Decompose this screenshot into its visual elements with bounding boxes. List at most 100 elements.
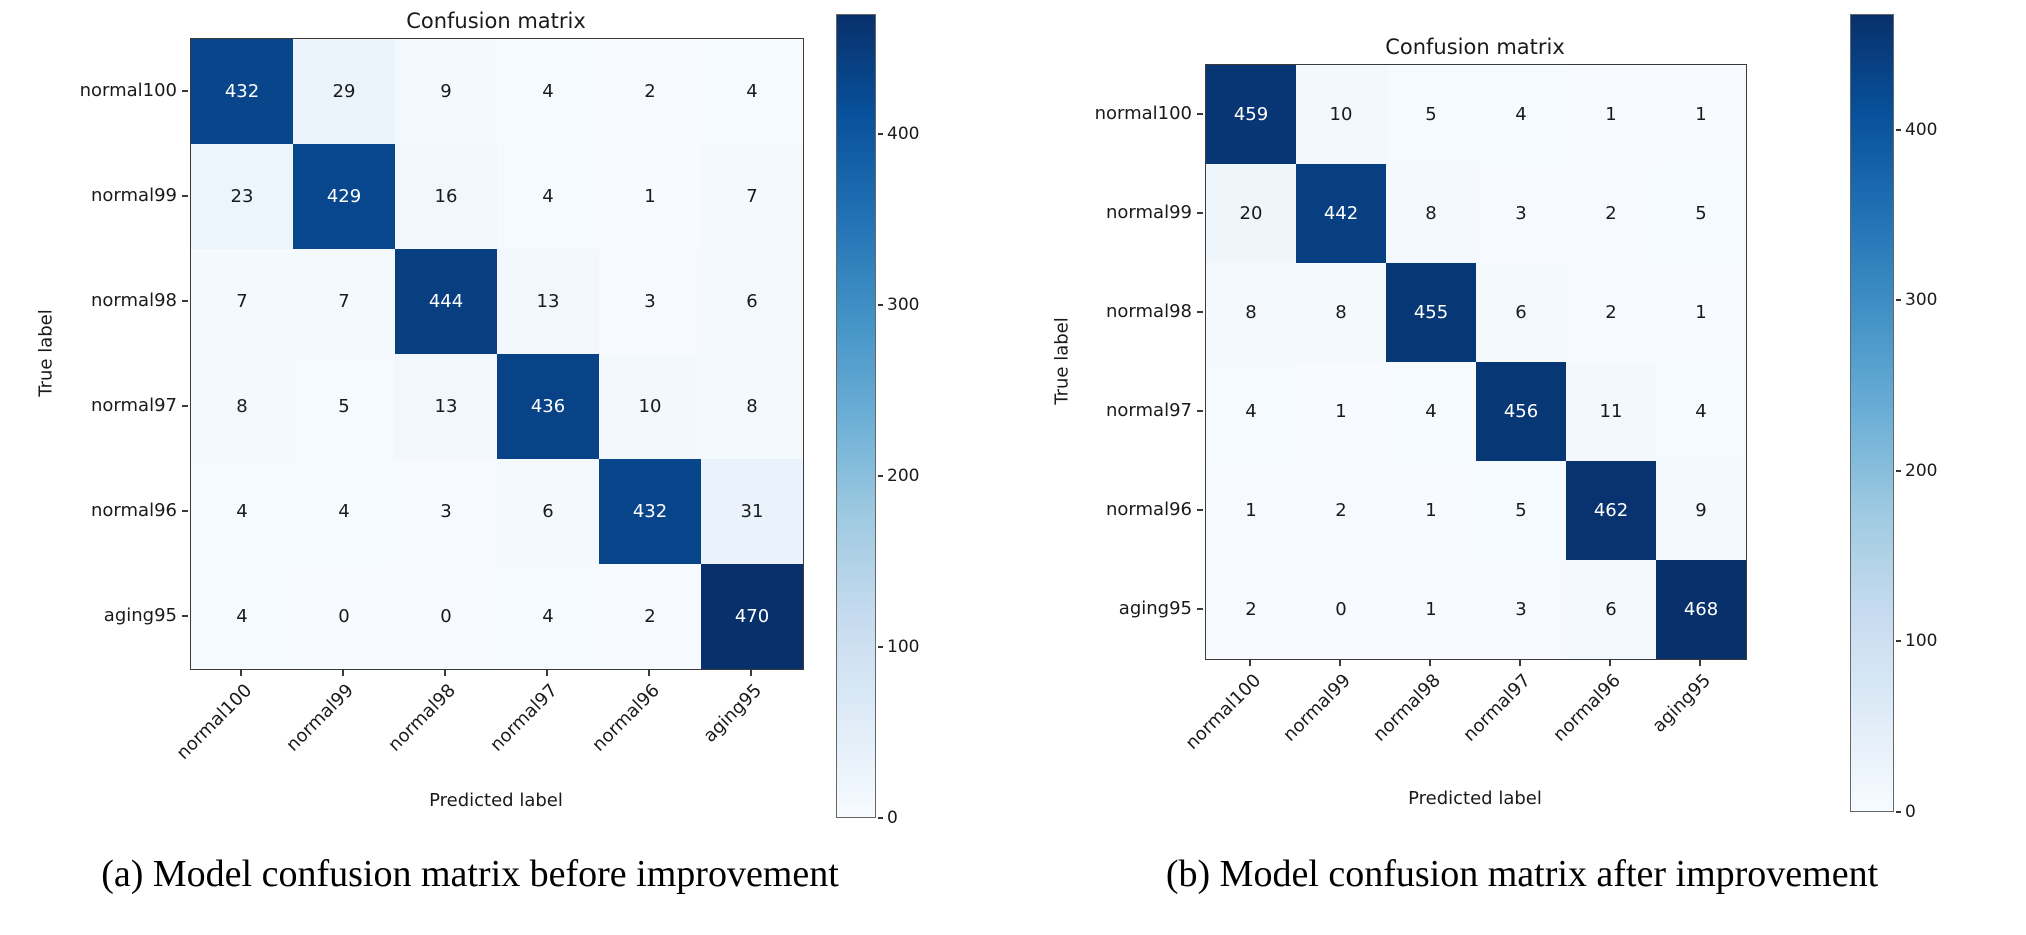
colorbar: 400 300 200 100 0 xyxy=(836,14,919,828)
tick-mark xyxy=(878,645,883,648)
matrix-cell: 1 xyxy=(1386,461,1476,560)
matrix-cell: 8 xyxy=(701,354,803,459)
tick-mark xyxy=(1609,660,1611,666)
matrix-cell: 2 xyxy=(1296,461,1386,560)
matrix-cell: 4 xyxy=(1476,65,1566,164)
matrix-cell: 1 xyxy=(1566,65,1656,164)
matrix-cell: 2 xyxy=(1566,263,1656,362)
x-tick-label: normal100 xyxy=(1181,670,1265,754)
matrix-cell: 10 xyxy=(599,354,701,459)
matrix-cell: 7 xyxy=(293,249,395,354)
matrix-cell: 436 xyxy=(497,354,599,459)
y-tick-label: normal97 xyxy=(1045,361,1203,460)
y-tick-label-text: normal100 xyxy=(1094,103,1192,124)
matrix-cell: 468 xyxy=(1656,560,1746,659)
y-tick-labels: normal100 normal99 normal98 normal97 normal9… xyxy=(30,38,188,668)
tick-mark xyxy=(1519,660,1521,666)
tick-mark xyxy=(878,132,883,135)
matrix-cell: 470 xyxy=(701,564,803,669)
matrix-cell: 3 xyxy=(1476,164,1566,263)
matrix-cell: 31 xyxy=(701,459,803,564)
colorbar-tick: 200 xyxy=(878,466,919,486)
y-tick-label-text: normal99 xyxy=(1106,202,1192,223)
colorbar-tick-label: 200 xyxy=(1905,460,1938,481)
matrix-cell: 3 xyxy=(599,249,701,354)
x-axis-label: Predicted label xyxy=(1408,788,1542,809)
y-tick-label-text: normal96 xyxy=(1106,499,1192,520)
tick-mark xyxy=(878,817,883,819)
matrix-cell: 1 xyxy=(1206,461,1296,560)
matrix-cell: 20 xyxy=(1206,164,1296,263)
x-axis-label: Predicted label xyxy=(429,790,563,811)
colorbar-tick-label: 400 xyxy=(887,123,920,144)
matrix-cell: 6 xyxy=(701,249,803,354)
y-tick-label-text: normal97 xyxy=(91,395,177,416)
tick-mark xyxy=(182,404,188,407)
colorbar-tick: 100 xyxy=(1896,631,1937,651)
matrix-cell: 4 xyxy=(1386,362,1476,461)
tick-mark xyxy=(1429,660,1431,666)
matrix-cell: 8 xyxy=(1206,263,1296,362)
colorbar-tick-label: 0 xyxy=(1905,802,1916,822)
colorbar-tick-label: 0 xyxy=(887,808,898,828)
y-tick-label: normal100 xyxy=(30,38,188,143)
y-tick-label: normal100 xyxy=(1045,64,1203,163)
colorbar-ticks: 400 300 200 100 0 xyxy=(1850,14,1937,822)
matrix-cell: 6 xyxy=(1566,560,1656,659)
y-tick-label: normal99 xyxy=(30,143,188,248)
matrix-cell: 4 xyxy=(701,39,803,144)
tick-mark xyxy=(444,670,446,676)
y-tick-label-text: normal96 xyxy=(91,500,177,521)
y-tick-label-text: normal97 xyxy=(1106,400,1192,421)
y-tick-label: normal98 xyxy=(1045,262,1203,361)
tick-mark xyxy=(878,303,883,306)
matrix-cell: 3 xyxy=(1476,560,1566,659)
colorbar-tick: 0 xyxy=(878,808,898,828)
heatmap-grid: 459 10 5 4 1 1 20 442 8 3 2 5 8 8 455 6 2 1 4 1 4 456 11 4 1 2 1 5 4… xyxy=(1205,64,1747,660)
tick-mark xyxy=(1896,128,1901,131)
matrix-cell: 0 xyxy=(1296,560,1386,659)
tick-mark xyxy=(1197,508,1203,511)
colorbar: 400 300 200 100 0 xyxy=(1850,14,1937,822)
tick-mark xyxy=(342,670,344,676)
matrix-cell: 5 xyxy=(1656,164,1746,263)
y-tick-label: normal98 xyxy=(30,248,188,353)
y-tick-label: aging95 xyxy=(30,563,188,668)
x-tick-label: normal97 xyxy=(1459,670,1535,746)
colorbar-tick: 200 xyxy=(1896,461,1937,481)
matrix-cell: 11 xyxy=(1566,362,1656,461)
colorbar-tick: 400 xyxy=(1896,120,1937,140)
colorbar-tick-label: 300 xyxy=(887,294,920,315)
colorbar-gradient xyxy=(836,14,876,818)
matrix-cell: 442 xyxy=(1296,164,1386,263)
matrix-cell: 429 xyxy=(293,144,395,249)
tick-mark xyxy=(1197,310,1203,313)
matrix-cell: 459 xyxy=(1206,65,1296,164)
matrix-cell: 1 xyxy=(1296,362,1386,461)
x-tick-labels: normal100 normal99 normal98 normal97 normal9… xyxy=(1181,659,1745,789)
matrix-cell: 5 xyxy=(293,354,395,459)
tick-mark xyxy=(546,670,548,676)
tick-mark xyxy=(1197,409,1203,412)
tick-mark xyxy=(182,194,188,197)
colorbar-ticks: 400 300 200 100 0 xyxy=(836,14,919,828)
x-tick-label: normal99 xyxy=(1279,670,1355,746)
matrix-cell: 432 xyxy=(191,39,293,144)
matrix-cell: 455 xyxy=(1386,263,1476,362)
y-tick-label: aging95 xyxy=(1045,559,1203,658)
colorbar-tick: 400 xyxy=(878,124,919,144)
matrix-cell: 6 xyxy=(497,459,599,564)
matrix-cell: 4 xyxy=(497,564,599,669)
matrix-cell: 5 xyxy=(1386,65,1476,164)
colorbar-tick-label: 400 xyxy=(1905,119,1938,140)
matrix-cell: 444 xyxy=(395,249,497,354)
matrix-cell: 7 xyxy=(701,144,803,249)
subfigure-caption-b: (b) Model confusion matrix after improve… xyxy=(1165,853,1879,895)
tick-mark xyxy=(1896,299,1901,302)
matrix-cell: 6 xyxy=(1476,263,1566,362)
matrix-cell: 4 xyxy=(293,459,395,564)
matrix-cell: 1 xyxy=(1656,65,1746,164)
tick-mark xyxy=(1896,811,1901,813)
tick-mark xyxy=(1197,607,1203,610)
